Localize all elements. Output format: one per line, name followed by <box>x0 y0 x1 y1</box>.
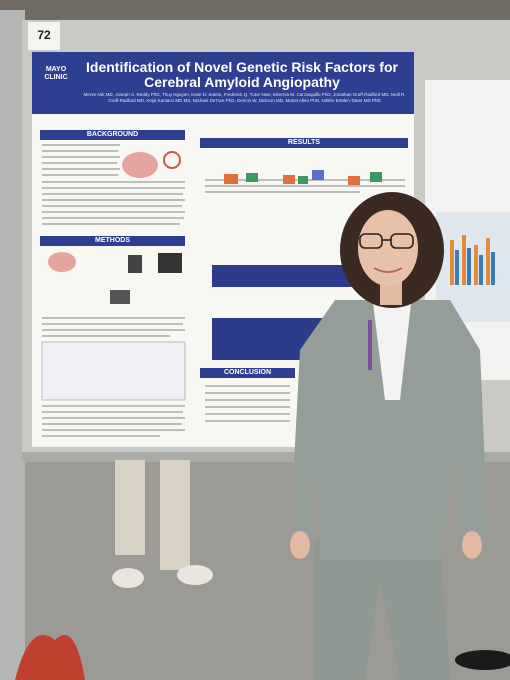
person-smile <box>373 267 403 273</box>
methods-icon <box>158 253 182 273</box>
section-header: BACKGROUND <box>40 130 185 140</box>
poster-authors: Merve Atik MD, Joseph S. Reddy PhD, Thuy… <box>83 92 406 103</box>
section-header: METHODS <box>40 236 185 246</box>
side-board <box>0 10 25 680</box>
neighbor-bars-2 <box>455 248 495 285</box>
methods-icon <box>110 290 130 304</box>
board-number: 72 <box>37 28 51 42</box>
person-glasses <box>359 233 414 249</box>
bag <box>15 635 85 680</box>
poster-table <box>41 341 186 401</box>
number-card <box>28 22 60 50</box>
vessel-illustration <box>163 151 181 169</box>
poster-text-lines <box>42 144 405 437</box>
board-frame <box>22 452 510 462</box>
person-hand <box>290 531 310 559</box>
passerby-shoe <box>455 650 510 670</box>
section-header: CONCLUSION <box>200 368 295 378</box>
brain-illustration <box>122 152 158 178</box>
methods-icon <box>128 255 142 273</box>
poster-header <box>32 52 414 114</box>
lanyard <box>368 320 372 370</box>
methods-icon <box>48 252 76 272</box>
person-face <box>358 210 418 286</box>
person-trousers <box>315 540 450 680</box>
box-plots <box>224 170 382 185</box>
passerby-legs <box>160 460 190 570</box>
passerby-shoe <box>177 565 213 585</box>
logo: MAYO CLINIC <box>38 66 74 82</box>
person-hand <box>462 531 482 559</box>
person-neck <box>380 280 402 305</box>
passerby-legs <box>115 460 145 555</box>
neighbor-bars <box>450 235 490 285</box>
logo-line: CLINIC <box>44 74 68 81</box>
poster-title: Identification of Novel Genetic Risk Fac… <box>86 59 398 90</box>
logo-line: MAYO <box>45 66 67 73</box>
section-header: RESULTS <box>200 138 408 148</box>
passerby-shoe <box>112 568 144 588</box>
person-jacket <box>290 300 488 560</box>
person-shirt <box>372 295 412 400</box>
